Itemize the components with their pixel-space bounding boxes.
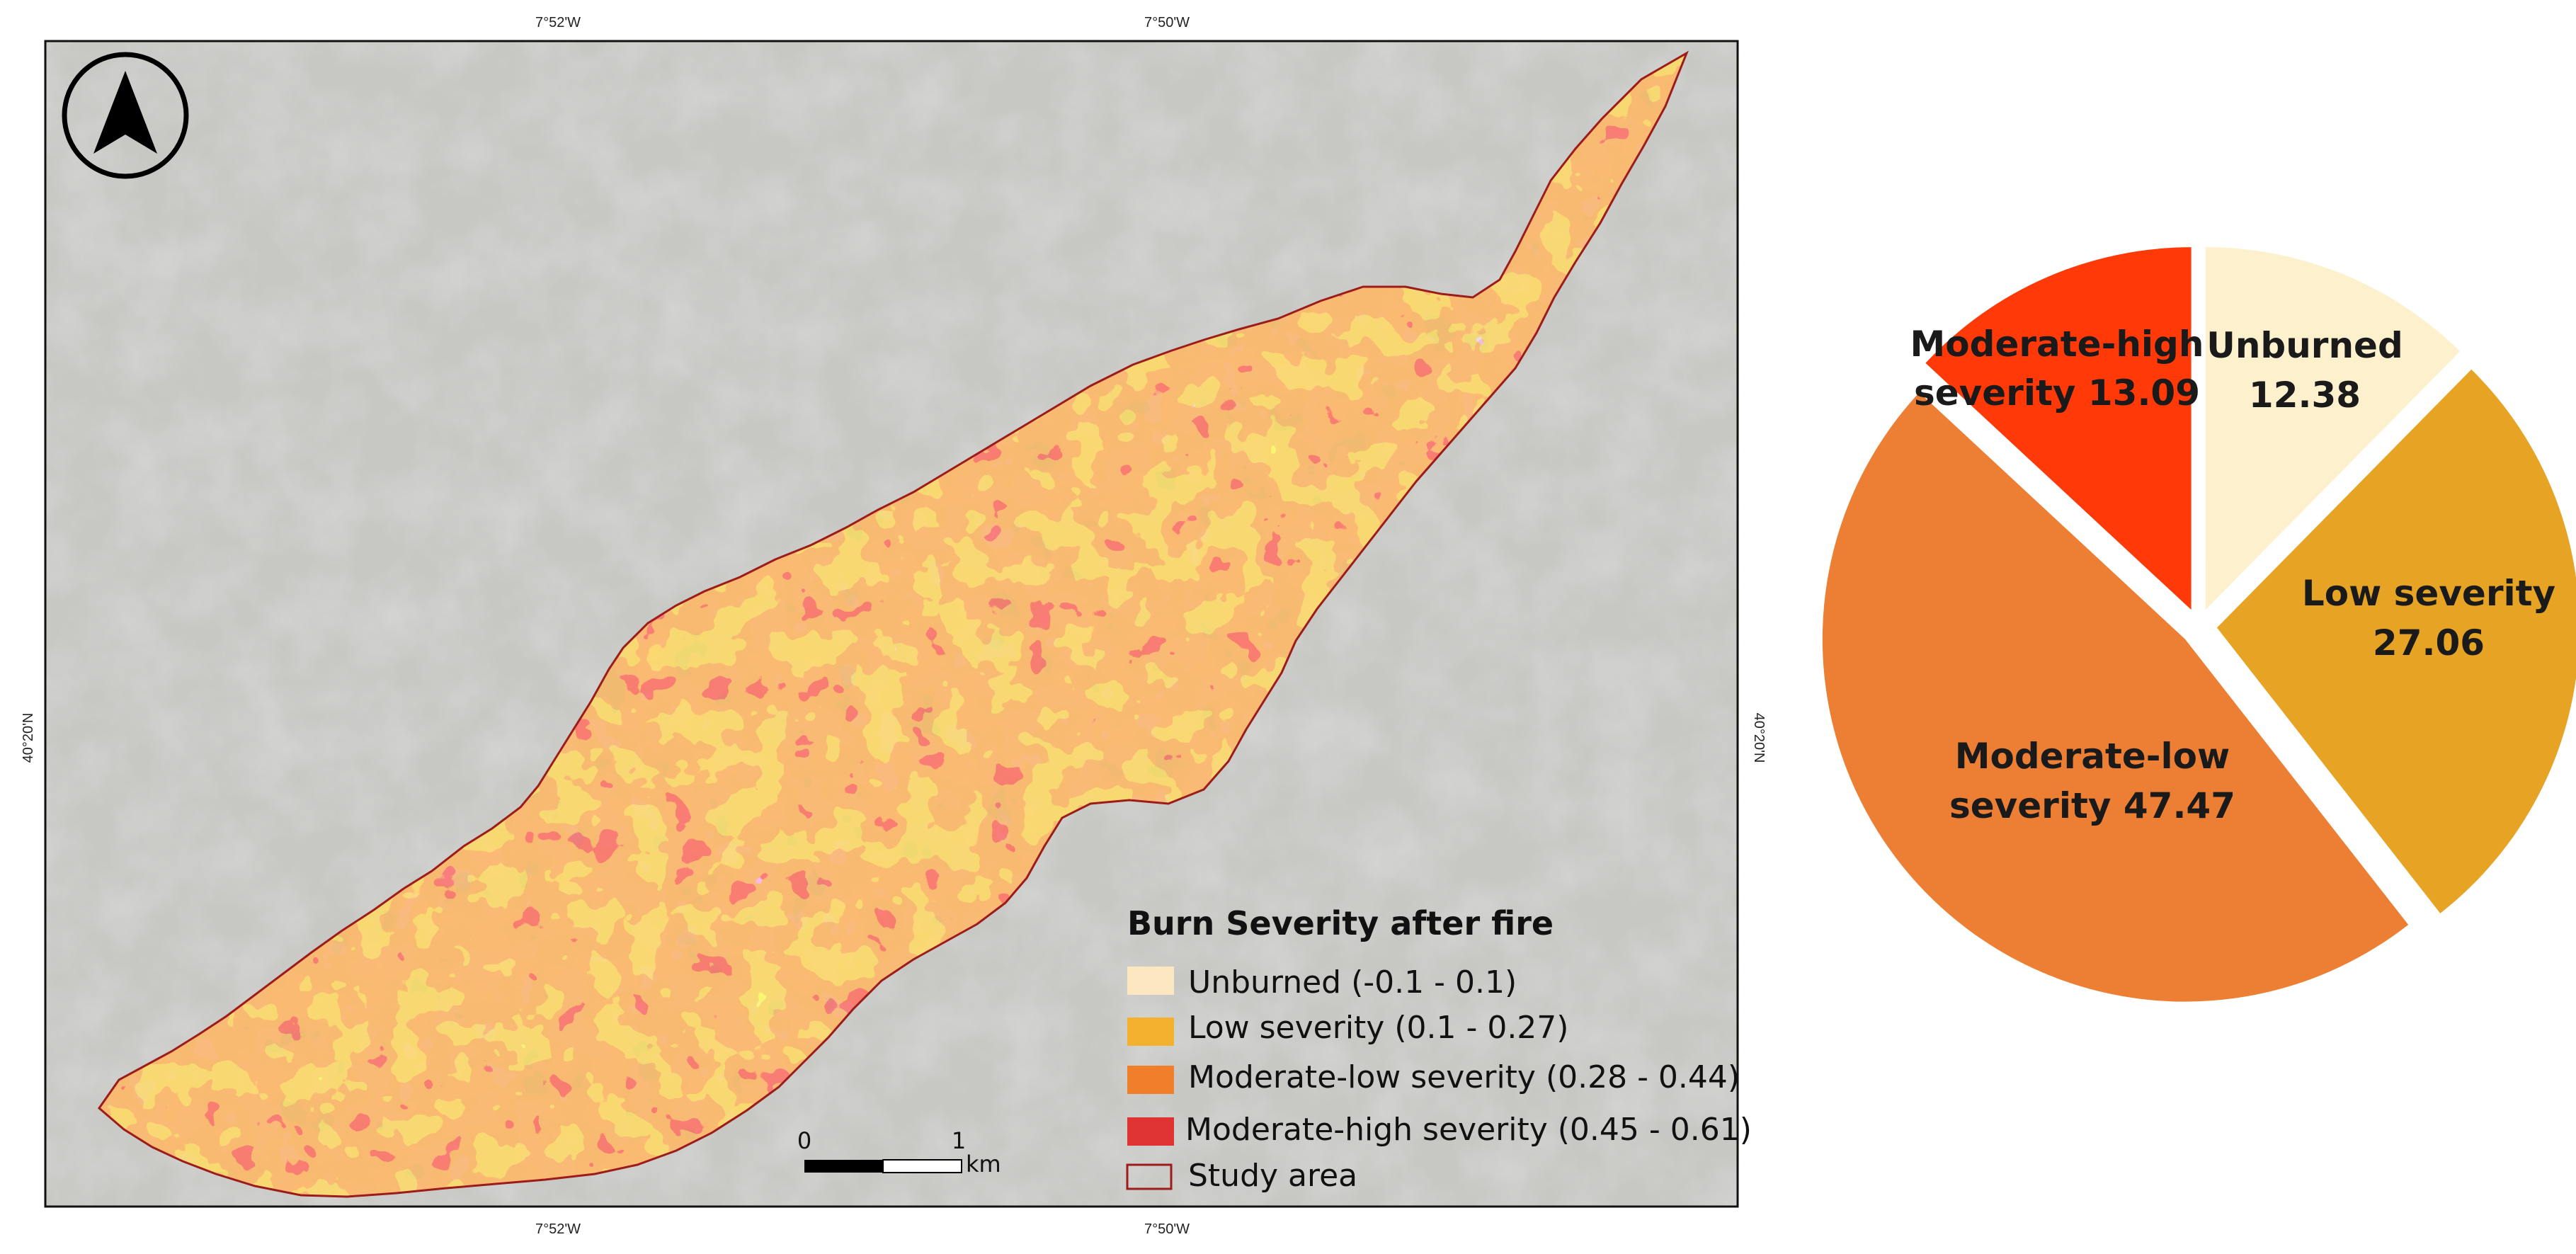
- map-frame: [44, 40, 1739, 1208]
- legend-title: Burn Severity after fire: [1127, 904, 1554, 942]
- legend: Burn Severity after fire Unburned (-0.1 …: [1126, 904, 1752, 1194]
- legend-label-low: Low severity (0.1 - 0.27): [1188, 1010, 1568, 1046]
- legend-swatch-study-area: [1126, 1163, 1173, 1190]
- pie-label-low-severity: Low severity 27.06: [2302, 573, 2555, 663]
- legend-swatch-unburned: [1127, 967, 1174, 995]
- pie-label-unburned: Unburned 12.38: [2206, 325, 2403, 416]
- legend-swatch-low: [1127, 1018, 1174, 1046]
- pie-label-moderate-low-severity: Moderate-low severity 47.47: [1949, 736, 2235, 826]
- pie-chart: Unburned 12.38 Low severity 27.06 Moderate-l…: [1822, 246, 2576, 1002]
- coord-right: 40°20'N: [1751, 713, 1767, 763]
- coord-top-1: 7°52'W: [535, 15, 581, 30]
- coord-top-2: 7°50'W: [1144, 15, 1190, 30]
- scale-bar: 0 1 km: [797, 1127, 1001, 1178]
- scale-unit: km: [966, 1151, 1001, 1178]
- pie-slice-low-severity: [2216, 369, 2576, 913]
- pie-slice-unburned: [2205, 246, 2461, 610]
- legend-label-unburned: Unburned (-0.1 - 0.1): [1188, 964, 1517, 1001]
- coord-bottom-1: 7°52'W: [535, 1221, 581, 1237]
- scale-start: 0: [797, 1127, 811, 1154]
- pie-slice-moderate-low-severity: [1822, 392, 2409, 1002]
- pie-label-moderate-high-severity: Moderate-high severity 13.09: [1910, 324, 2204, 414]
- coord-left: 40°20'N: [21, 713, 36, 763]
- scale-end: 1: [952, 1127, 966, 1154]
- legend-swatch-moderate-low: [1127, 1066, 1174, 1094]
- coord-bottom-2: 7°50'W: [1144, 1221, 1190, 1237]
- legend-label-study-area: Study area: [1188, 1158, 1357, 1194]
- legend-swatch-moderate-high: [1127, 1117, 1174, 1146]
- legend-label-moderate-low: Moderate-low severity (0.28 - 0.44): [1188, 1059, 1740, 1095]
- legend-label-moderate-high: Moderate-high severity (0.45 - 0.61): [1185, 1112, 1752, 1148]
- north-arrow-icon: [62, 52, 189, 179]
- map-panel: 7°52'W 7°50'W 7°52'W 7°50'W 40°20'N 40°2…: [21, 15, 1767, 1237]
- pie-slice-moderate-high-severity: [1925, 247, 2192, 610]
